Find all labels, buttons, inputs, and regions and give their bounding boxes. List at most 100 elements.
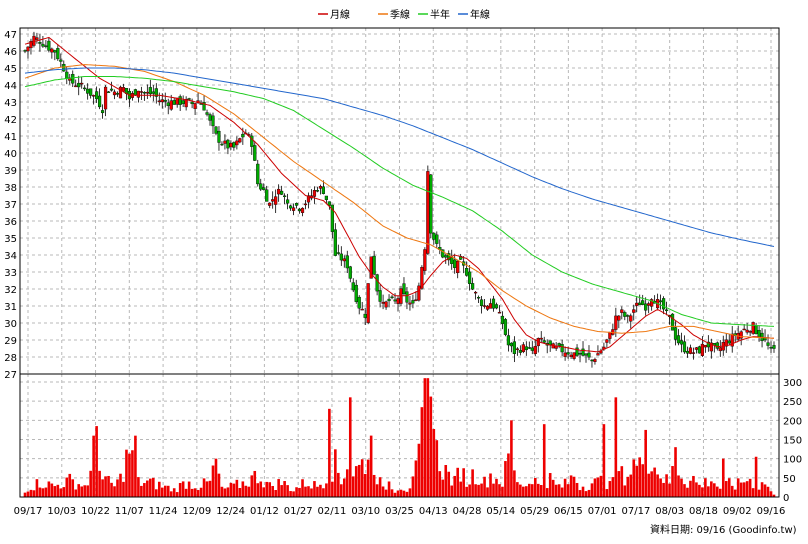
legend: 月線 季線 半年 年線 (318, 8, 490, 21)
volume-bar (411, 476, 415, 497)
volume-bar (253, 470, 257, 497)
volume-bar (713, 483, 716, 497)
candle (86, 83, 90, 100)
candle (38, 34, 42, 52)
candle-body-down (315, 190, 320, 192)
candle-body-down (447, 253, 451, 261)
candle-body-down (769, 347, 773, 349)
candle-body-down (626, 315, 630, 317)
volume-bar (229, 482, 233, 497)
legend-label: 半年 (430, 8, 450, 21)
volume-bar (38, 487, 42, 497)
volume-bar (110, 482, 113, 497)
candle (235, 136, 239, 150)
volume-bar (304, 486, 307, 497)
volume-bar (462, 468, 465, 497)
date-tick-label: 08/03 (655, 506, 684, 517)
candle-body-up (271, 199, 275, 202)
candle-body-down (178, 96, 182, 105)
volume-bar (474, 484, 477, 497)
volume-bar (372, 474, 376, 497)
candle-body-up (614, 315, 618, 330)
volume-bar (322, 488, 325, 497)
candle-body-up (423, 249, 427, 271)
volume-tick-label: 0 (783, 493, 789, 504)
candle-body-up (730, 333, 734, 347)
volume-bar (232, 483, 236, 497)
candle (641, 294, 645, 306)
candle (372, 250, 376, 276)
candle (697, 345, 701, 354)
price-tick-label: 45 (4, 64, 17, 75)
candle-body-down (659, 300, 663, 303)
volume-bar (519, 484, 522, 497)
volume-bar (662, 482, 665, 497)
volume-bar (122, 481, 125, 497)
candle (148, 79, 152, 98)
candle-body-up (268, 202, 272, 206)
volume-bar (238, 488, 242, 497)
volume-bar (739, 482, 743, 497)
price-tick-label: 34 (4, 251, 17, 262)
volume-bar (611, 477, 615, 497)
candle-body-down (133, 89, 138, 96)
candle-body-down (59, 59, 63, 62)
candle (166, 98, 170, 115)
volume-bar (695, 482, 698, 497)
candle-body-down (253, 145, 257, 161)
volume-bar (480, 483, 483, 497)
candle-body-down (393, 299, 397, 302)
candle-body-up (563, 352, 567, 357)
candle (500, 311, 505, 330)
candle-body-down (661, 298, 666, 310)
candle (26, 46, 30, 59)
date-tick-label: 07/17 (621, 506, 650, 517)
price-tick-label: 40 (4, 149, 17, 160)
candle (291, 203, 296, 216)
candle-body-down (83, 87, 87, 90)
volume-bar (331, 481, 334, 497)
volume-bar (363, 473, 367, 497)
candle (572, 352, 576, 361)
candle (503, 317, 508, 337)
candles (23, 31, 776, 368)
candle-body-up (384, 301, 388, 308)
volume-bar (656, 474, 659, 497)
volume-bar (208, 480, 212, 497)
volume-bar (181, 481, 185, 497)
date-tick-label: 09/16 (757, 506, 786, 517)
candle (62, 60, 66, 72)
candle-body-down (509, 342, 514, 347)
candle (593, 357, 597, 365)
candle (303, 199, 308, 210)
candle-body-up (617, 315, 621, 321)
candle-body-up (703, 344, 707, 348)
candle (130, 91, 135, 101)
candle (506, 328, 511, 352)
candle (539, 331, 543, 343)
volume-bar (495, 478, 498, 497)
volume-bar (772, 494, 776, 497)
price-tick-label: 44 (4, 81, 17, 92)
candle-body-up (533, 346, 537, 355)
candle-body-down (265, 189, 269, 202)
volume-bar (265, 481, 269, 497)
candle-body-up (691, 352, 696, 354)
volume-bar (557, 484, 561, 497)
price-tick-label: 27 (4, 370, 17, 381)
candle (521, 342, 525, 354)
candle (563, 346, 567, 361)
candle-body-down (95, 91, 99, 100)
candle-body-up (312, 190, 317, 197)
candle-body-down (280, 190, 284, 195)
candle (205, 109, 209, 117)
candle (581, 341, 585, 357)
candle (151, 85, 155, 102)
volume-bar (178, 483, 182, 497)
volume-bar (638, 457, 642, 497)
volume-bar (429, 396, 433, 497)
volume-bar (211, 465, 215, 497)
candle-body-up (709, 342, 713, 352)
candle (327, 201, 331, 210)
candle-body-down (211, 115, 215, 127)
